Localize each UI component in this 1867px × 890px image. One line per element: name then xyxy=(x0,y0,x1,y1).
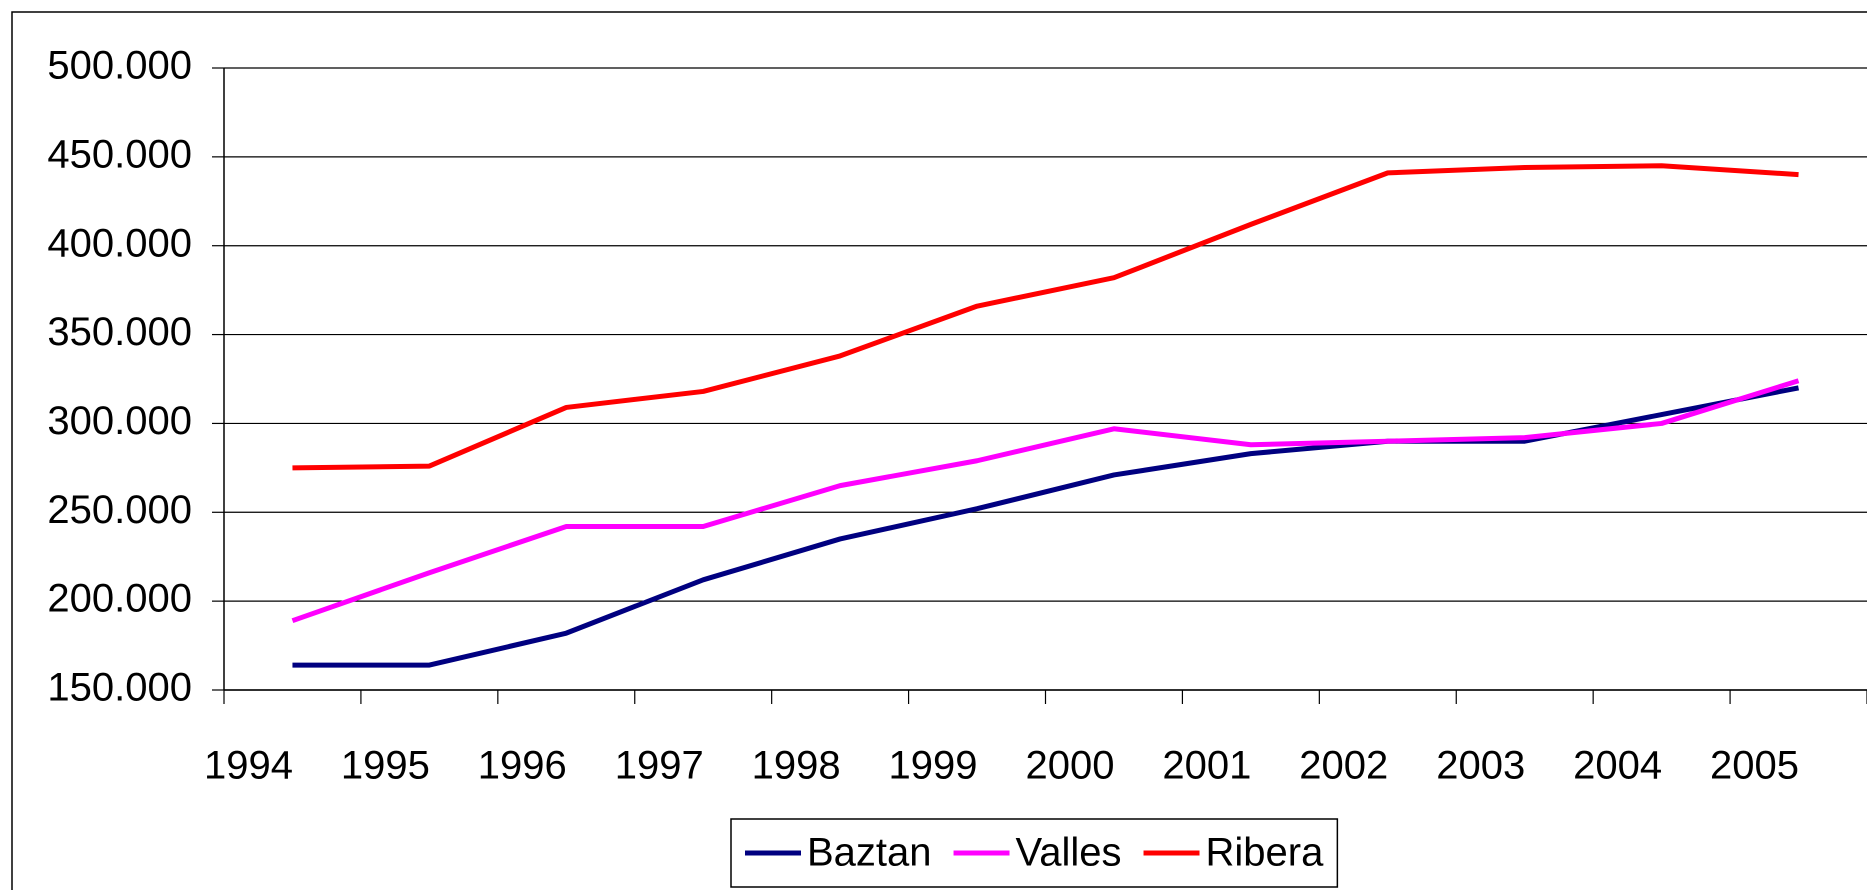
x-tick-label: 2003 xyxy=(1436,744,1525,788)
x-tick-label: 2000 xyxy=(1025,744,1114,788)
x-tick-label: 1994 xyxy=(204,744,293,788)
x-tick-label: 1997 xyxy=(615,744,704,788)
y-tick-label: 300.000 xyxy=(47,399,192,443)
x-tick-label: 2005 xyxy=(1710,744,1799,788)
y-tick-label: 250.000 xyxy=(47,488,192,532)
y-tick-label: 500.000 xyxy=(47,44,192,88)
x-tick-label: 1999 xyxy=(889,744,978,788)
series-line xyxy=(291,378,1800,624)
y-tick-label: 150.000 xyxy=(47,666,192,710)
y-tick-label: 350.000 xyxy=(47,310,192,354)
x-tick-label: 1995 xyxy=(341,744,430,788)
x-tick-label: 2001 xyxy=(1162,744,1251,788)
y-tick-label: 400.000 xyxy=(47,221,192,265)
x-tick-label: 2002 xyxy=(1299,744,1388,788)
y-tick-label: 200.000 xyxy=(47,577,192,621)
legend-label: Ribera xyxy=(1206,831,1325,875)
legend-label: Baztan xyxy=(807,831,932,875)
x-tick-label: 2004 xyxy=(1573,744,1662,788)
legend-box xyxy=(730,818,1339,888)
y-tick-label: 450.000 xyxy=(47,132,192,176)
legend-label: Valles xyxy=(1016,831,1122,875)
x-tick-label: 1996 xyxy=(478,744,567,788)
series-line xyxy=(292,163,1799,471)
x-tick-label: 1998 xyxy=(752,744,841,788)
legend: Baztan Valles Ribera xyxy=(730,818,1339,888)
chart-border xyxy=(11,11,1867,890)
